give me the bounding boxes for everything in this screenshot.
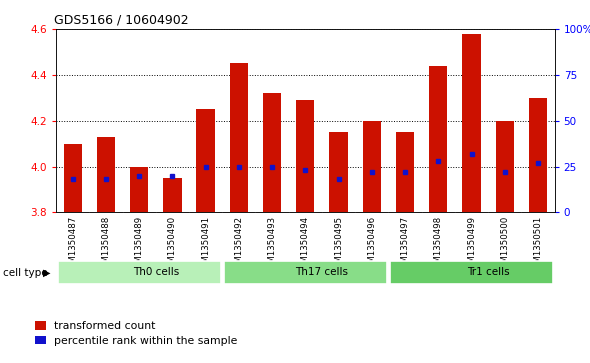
Bar xyxy=(97,137,115,212)
Text: GSM1350493: GSM1350493 xyxy=(268,216,277,274)
Bar xyxy=(296,100,314,212)
Bar xyxy=(463,34,481,212)
Text: GSM1350499: GSM1350499 xyxy=(467,216,476,274)
Text: GSM1350496: GSM1350496 xyxy=(368,216,376,274)
Text: ▶: ▶ xyxy=(43,268,51,278)
Bar xyxy=(130,167,148,212)
FancyBboxPatch shape xyxy=(58,261,221,284)
Bar xyxy=(163,178,182,212)
Text: cell type: cell type xyxy=(3,268,48,278)
Text: GSM1350489: GSM1350489 xyxy=(135,216,143,274)
Bar xyxy=(263,93,281,212)
Legend: transformed count, percentile rank within the sample: transformed count, percentile rank withi… xyxy=(35,321,238,346)
Text: Tr1 cells: Tr1 cells xyxy=(467,267,509,277)
Text: GSM1350488: GSM1350488 xyxy=(101,216,110,274)
Text: GSM1350492: GSM1350492 xyxy=(234,216,243,274)
Text: Th17 cells: Th17 cells xyxy=(296,267,349,277)
Bar xyxy=(64,144,82,212)
FancyBboxPatch shape xyxy=(390,261,553,284)
Text: GSM1350500: GSM1350500 xyxy=(500,216,509,274)
Text: GDS5166 / 10604902: GDS5166 / 10604902 xyxy=(54,13,188,26)
Bar xyxy=(329,132,348,212)
Bar xyxy=(496,121,514,212)
Text: GSM1350487: GSM1350487 xyxy=(68,216,77,274)
Text: GSM1350501: GSM1350501 xyxy=(533,216,542,274)
Text: GSM1350495: GSM1350495 xyxy=(334,216,343,274)
Bar xyxy=(363,121,381,212)
Text: GSM1350490: GSM1350490 xyxy=(168,216,177,274)
Bar xyxy=(196,109,215,212)
Bar xyxy=(396,132,414,212)
Bar xyxy=(429,66,447,212)
Bar xyxy=(230,64,248,212)
Text: GSM1350494: GSM1350494 xyxy=(301,216,310,274)
FancyBboxPatch shape xyxy=(224,261,387,284)
Text: GSM1350497: GSM1350497 xyxy=(401,216,409,274)
Bar xyxy=(529,98,547,212)
Text: GSM1350491: GSM1350491 xyxy=(201,216,210,274)
Text: GSM1350498: GSM1350498 xyxy=(434,216,442,274)
Text: Th0 cells: Th0 cells xyxy=(133,267,179,277)
